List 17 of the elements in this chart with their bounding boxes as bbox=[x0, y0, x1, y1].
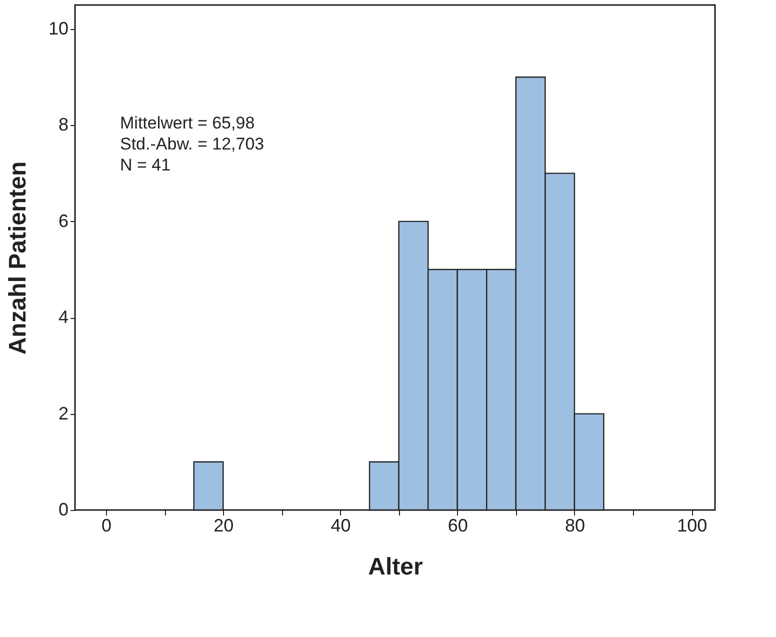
y-tick-label: 4 bbox=[58, 307, 68, 328]
y-tick-label: 10 bbox=[48, 18, 68, 39]
x-tick-label: 40 bbox=[330, 516, 351, 536]
x-tick-label: 20 bbox=[214, 516, 234, 536]
x-tick-label: 0 bbox=[102, 516, 112, 536]
x-tick-label: 100 bbox=[677, 516, 708, 536]
annotation: Mittelwert = 65,98 bbox=[120, 114, 255, 132]
y-axis-title: Anzahl Patienten bbox=[4, 161, 32, 355]
x-axis-title: Alter bbox=[368, 554, 423, 580]
annotation: Std.-Abw. = 12,703 bbox=[120, 134, 264, 154]
y-tick-label: 8 bbox=[58, 114, 68, 135]
y-tick-label: 2 bbox=[58, 403, 68, 424]
y-tick-label: 0 bbox=[58, 500, 68, 520]
x-tick-label: 80 bbox=[564, 516, 585, 536]
annotation: N = 41 bbox=[120, 156, 171, 174]
y-tick-label: 6 bbox=[58, 210, 68, 231]
x-tick-label: 60 bbox=[448, 516, 468, 536]
